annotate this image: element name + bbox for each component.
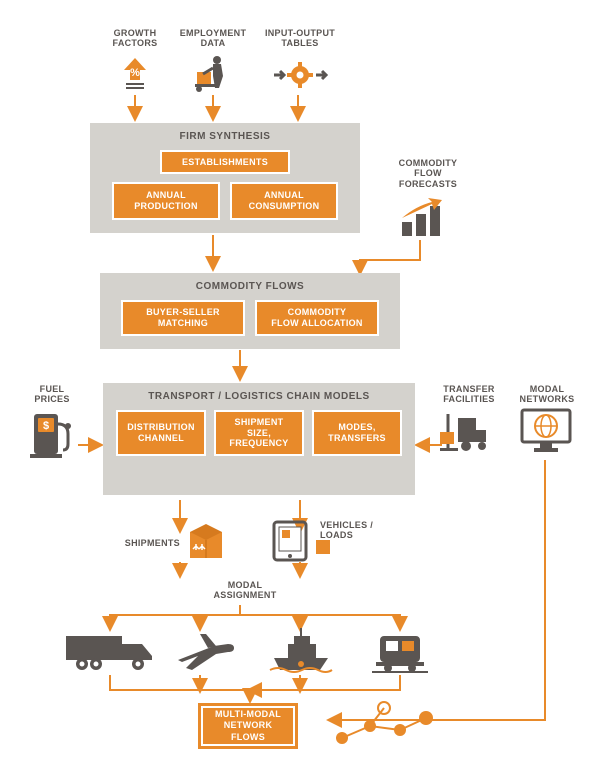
network-graph-icon [330, 700, 440, 750]
forklift-icon [440, 410, 496, 454]
gear-io-icon [272, 60, 328, 90]
establishments-box: ESTABLISHMENTS [160, 150, 290, 174]
train-icon [370, 628, 432, 674]
package-icon [186, 522, 226, 562]
svg-text:%: % [130, 67, 140, 79]
firm-synthesis-title: FIRM SYNTHESIS [100, 131, 350, 142]
modal-assignment-label: MODALASSIGNMENT [208, 580, 282, 601]
commodity-forecasts-label: COMMODITYFLOWFORECASTS [392, 158, 464, 189]
employment-data-label: EMPLOYMENTDATA [178, 28, 248, 49]
bar-growth-icon [398, 198, 448, 238]
svg-text:$: $ [43, 420, 49, 432]
commodity-flows-title: COMMODITY FLOWS [110, 281, 390, 292]
worker-dolly-icon [193, 54, 233, 92]
annual-consumption-box: ANNUALCONSUMPTION [230, 182, 338, 220]
io-tables-label: INPUT-OUTPUTTABLES [262, 28, 338, 49]
percent-up-icon: % [118, 56, 152, 92]
growth-factors-label: GROWTHFACTORS [108, 28, 162, 49]
truck-icon [62, 630, 158, 674]
firm-synthesis-panel: FIRM SYNTHESIS ESTABLISHMENTS ANNUALPROD… [90, 123, 360, 233]
transport-panel: TRANSPORT / LOGISTICS CHAIN MODELS DISTR… [103, 383, 415, 495]
small-square-icon [316, 540, 330, 554]
shipment-size-box: SHIPMENTSIZE,FREQUENCY [214, 410, 304, 456]
airplane-icon [172, 630, 236, 674]
flowchart-canvas: GROWTHFACTORS EMPLOYMENTDATA INPUT-OUTPU… [0, 0, 600, 775]
transport-title: TRANSPORT / LOGISTICS CHAIN MODELS [113, 391, 405, 402]
flow-allocation-box: COMMODITYFLOW ALLOCATION [255, 300, 379, 336]
modal-networks-label: MODALNETWORKS [516, 384, 578, 405]
ship-icon [268, 626, 334, 674]
modes-transfers-box: MODES,TRANSFERS [312, 410, 402, 456]
buyer-seller-box: BUYER-SELLERMATCHING [121, 300, 245, 336]
monitor-globe-icon [520, 408, 572, 454]
distribution-channel-box: DISTRIBUTIONCHANNEL [116, 410, 206, 456]
transfer-facilities-label: TRANSFERFACILITIES [438, 384, 500, 405]
fuel-prices-label: FUELPRICES [30, 384, 74, 405]
annual-production-box: ANNUALPRODUCTION [112, 182, 220, 220]
commodity-flows-panel: COMMODITY FLOWS BUYER-SELLERMATCHING COM… [100, 273, 400, 349]
shipments-label: SHIPMENTS [120, 538, 180, 548]
vehicles-loads-label: VEHICLES /LOADS [320, 520, 378, 541]
multi-modal-box: MULTI-MODALNETWORKFLOWS [198, 703, 298, 749]
tablet-icon [270, 520, 314, 564]
fuel-pump-icon: $ [30, 410, 74, 460]
